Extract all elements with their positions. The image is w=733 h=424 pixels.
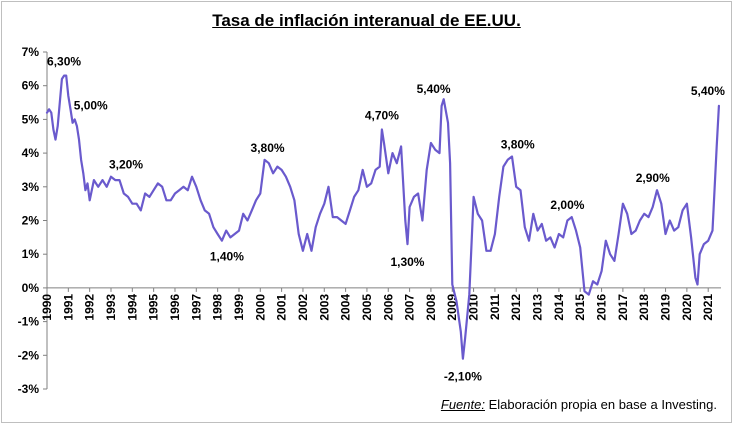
y-tick-label: 1% — [22, 247, 40, 261]
y-tick-label: 6% — [22, 79, 40, 93]
annotations: 6,30% 5,00% 3,20% 1,40% 3,80% 4,70% 1,30% 5,40%… — [47, 55, 725, 384]
chart-title: Tasa de inflación interanual de EE.UU. — [212, 11, 521, 30]
x-tick-label: 2020 — [680, 294, 694, 321]
x-tick-label: 2006 — [381, 294, 395, 321]
x-tick-label: 1998 — [211, 294, 225, 321]
annotation-label: 6,30% — [47, 55, 81, 69]
x-tick-label: 2007 — [403, 294, 417, 321]
source-text: Elaboración propia en base a Investing. — [488, 397, 717, 412]
source-label: Fuente: — [440, 397, 485, 412]
y-tick-label: 2% — [22, 214, 40, 228]
x-tick-label: 2005 — [360, 294, 374, 321]
x-tick-label: 1990 — [40, 294, 54, 321]
x-tick-label: 2019 — [659, 294, 673, 321]
x-tick-label: 2013 — [531, 294, 545, 321]
annotation-label: 3,20% — [109, 158, 143, 172]
x-tick-label: 1996 — [168, 294, 182, 321]
x-tick-label: 2021 — [701, 294, 715, 321]
x-tick-label: 2012 — [509, 294, 523, 321]
x-tick-label: 2011 — [488, 294, 502, 320]
x-tick-label: 1993 — [104, 294, 118, 321]
series-line — [45, 74, 721, 360]
x-tick-label: 1992 — [83, 294, 97, 321]
x-tick-label: 2016 — [595, 294, 609, 321]
annotation-label: 1,40% — [210, 250, 244, 264]
annotation-label: 2,00% — [550, 198, 584, 212]
x-tick-label: 2017 — [616, 294, 630, 321]
annotation-label: 5,40% — [691, 84, 725, 98]
annotation-label: 3,80% — [251, 141, 285, 155]
y-tick-label: 3% — [22, 180, 40, 194]
y-tick-label: -1% — [18, 315, 40, 329]
x-tick-label: 2015 — [573, 294, 587, 321]
x-tick-label: 2002 — [296, 294, 310, 321]
x-tick-label: 2014 — [552, 294, 566, 321]
x-tick-label: 1997 — [189, 294, 203, 321]
x-tick-label: 1995 — [147, 294, 161, 321]
x-tick-label: 2000 — [253, 294, 267, 321]
y-tick-label: 0% — [22, 281, 40, 295]
annotation-label: 5,00% — [74, 98, 108, 112]
x-tick-label: 1999 — [232, 294, 246, 321]
annotation-label: 2,90% — [636, 171, 670, 185]
x-tick-label: 2018 — [637, 294, 651, 321]
x-tick-label: 1994 — [125, 294, 139, 321]
x-tick-label: 1991 — [61, 294, 75, 321]
annotation-label: 5,40% — [417, 82, 451, 96]
y-tick-label: 4% — [22, 146, 40, 160]
y-tick-label: -3% — [18, 382, 40, 396]
annotation-label: -2,10% — [444, 370, 482, 384]
x-tick-label: 2001 — [275, 294, 289, 321]
y-tick-label: -2% — [18, 348, 40, 362]
series-lines — [45, 74, 721, 360]
x-tick-label: 2008 — [424, 294, 438, 321]
y-tick-label: 7% — [22, 45, 40, 59]
x-axis: 1990 1991 1992 1993 1994 1995 1996 1997 1998 1999… — [40, 287, 721, 321]
source-note: Fuente: Elaboración propia en base a Inv… — [441, 397, 717, 412]
y-tick-label: 5% — [22, 112, 40, 126]
x-tick-label: 2004 — [339, 294, 353, 321]
x-tick-label: 2010 — [467, 294, 481, 321]
y-axis: 7% 6% 5% 4% 3% 2% 1% 0% -1% -2% -3% — [18, 45, 48, 396]
x-tick-label: 2003 — [317, 294, 331, 321]
annotation-label: 3,80% — [501, 137, 535, 151]
annotation-label: 4,70% — [365, 109, 399, 123]
annotation-label: 1,30% — [390, 255, 424, 269]
